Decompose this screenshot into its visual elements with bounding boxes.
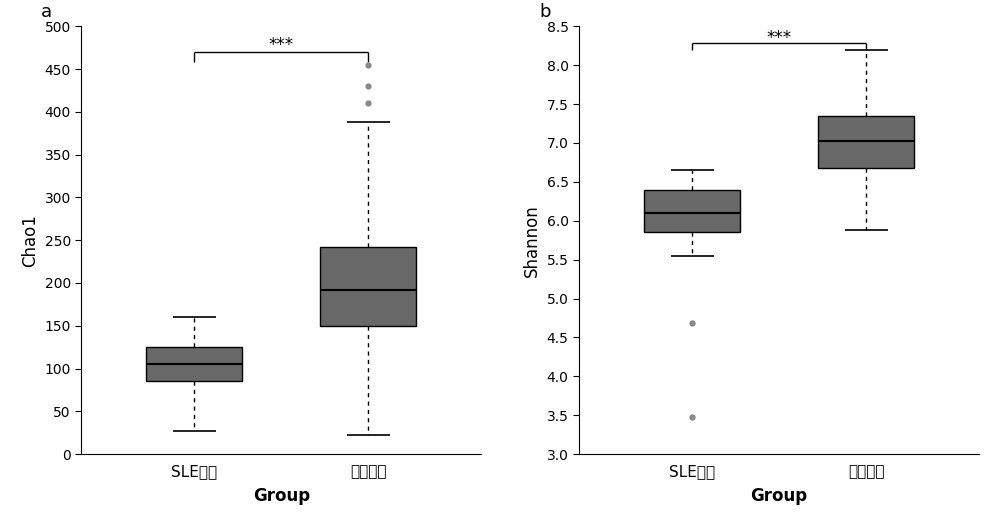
Y-axis label: Chao1: Chao1 — [21, 214, 39, 267]
X-axis label: Group: Group — [253, 487, 310, 505]
X-axis label: Group: Group — [751, 487, 808, 505]
Y-axis label: Shannon: Shannon — [523, 204, 541, 277]
Bar — [644, 190, 740, 232]
Bar — [818, 116, 914, 168]
Bar — [320, 247, 416, 326]
Bar — [146, 347, 242, 381]
Text: a: a — [41, 3, 52, 21]
Text: ***: *** — [767, 29, 792, 47]
Text: b: b — [539, 3, 550, 21]
Text: ***: *** — [269, 36, 294, 54]
